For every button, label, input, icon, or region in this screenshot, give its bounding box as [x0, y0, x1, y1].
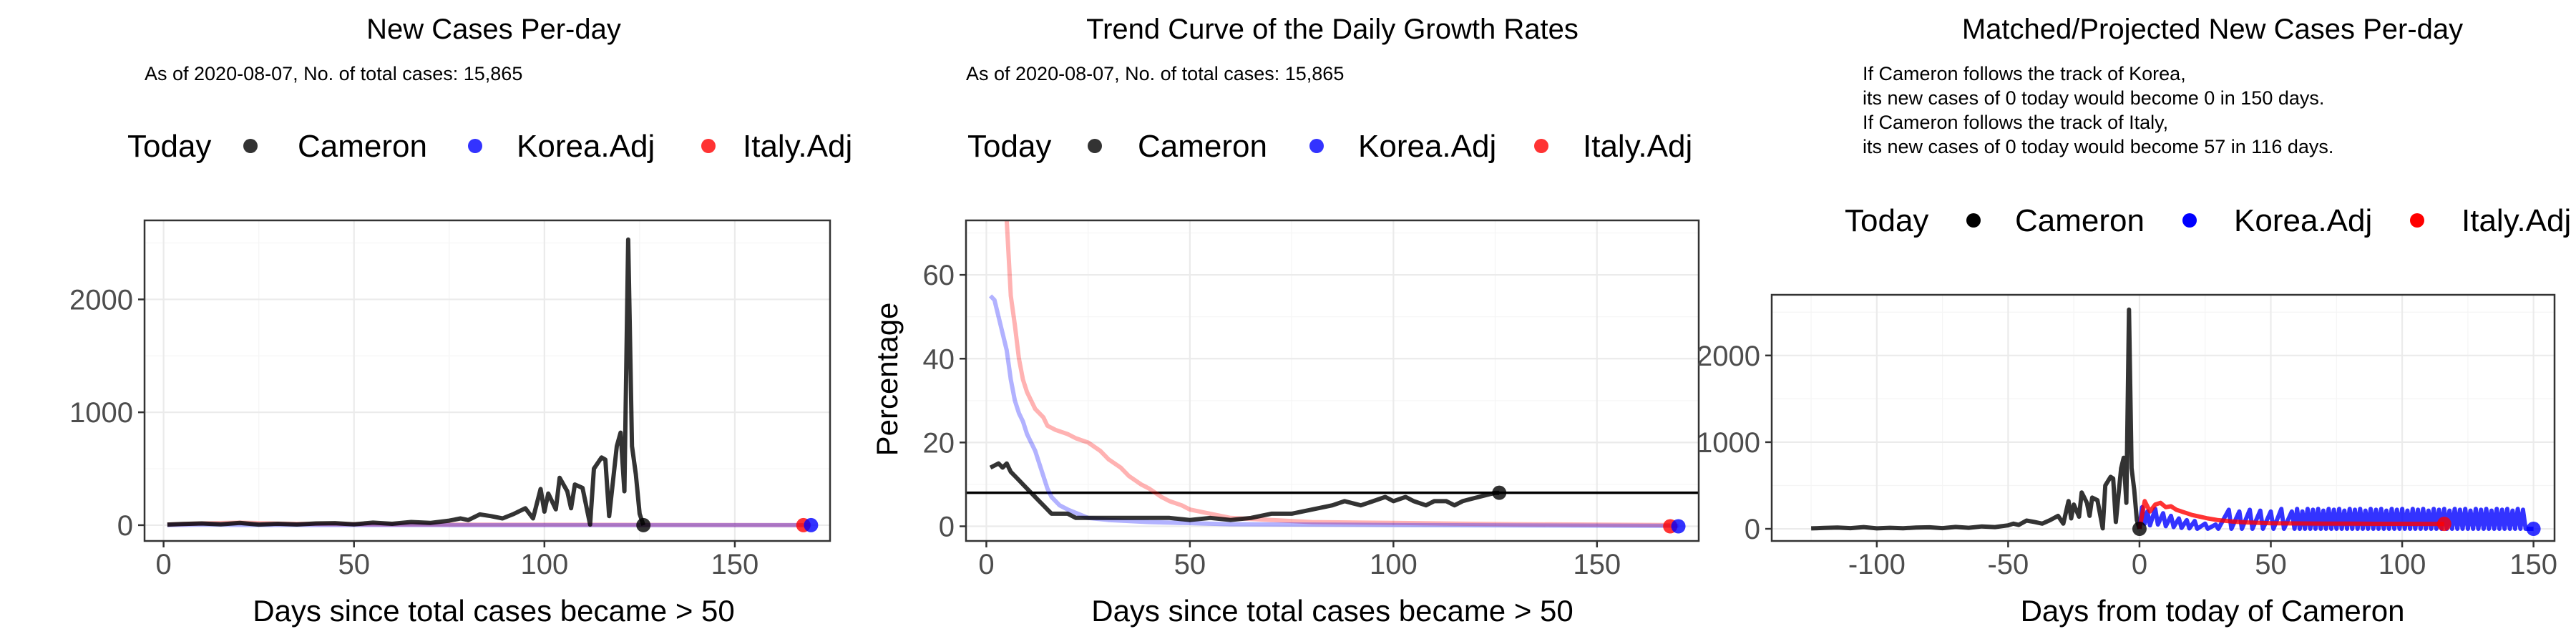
chart-subtitle-line: its new cases of 0 today would become 57…: [1863, 136, 2333, 157]
legend-label: Italy.Adj: [1583, 129, 1692, 164]
x-tick-label: 0: [978, 549, 994, 580]
today-marker-cameron: [636, 517, 651, 532]
x-tick-label: 50: [1174, 549, 1206, 580]
plot-area: 0 50 100 150 0 20 40 60: [923, 219, 1700, 580]
x-tick-label: 50: [2255, 549, 2287, 580]
x-tick-label: 0: [2132, 549, 2147, 580]
legend-label: Italy.Adj: [2462, 203, 2571, 238]
today-marker-cameron: [1492, 485, 1507, 500]
legend: Today Cameron Korea.Adj Italy.Adj: [127, 129, 852, 164]
today-marker-korea-adj: [2526, 522, 2541, 537]
y-tick-label: 2000: [1697, 341, 1760, 372]
legend-swatch: [243, 139, 258, 153]
legend-label: Cameron: [298, 129, 427, 164]
legend-label: Cameron: [2015, 203, 2145, 238]
panel-growth-rates: Trend Curve of the Daily Growth Rates As…: [870, 14, 1700, 628]
today-marker-italy-adj: [2436, 517, 2451, 532]
x-tick-label: -50: [1987, 549, 2029, 580]
series-line-cameron: [1811, 307, 2142, 531]
chart-subtitle-line: its new cases of 0 today would become 0 …: [1863, 87, 2324, 109]
plot-frame: [143, 219, 831, 542]
x-axis-label: Days since total cases became > 50: [1091, 594, 1574, 628]
series-line-cameron: [167, 237, 646, 527]
legend: Today Cameron Korea.Adj Italy.Adj: [967, 129, 1692, 164]
chart-title: Matched/Projected New Cases Per-day: [1962, 14, 2463, 45]
x-tick-label: 0: [155, 549, 171, 580]
chart-subtitle-line: If Cameron follows the track of Italy,: [1863, 112, 2168, 133]
chart-title: Trend Curve of the Daily Growth Rates: [1086, 14, 1579, 45]
x-tick-label: 100: [520, 549, 568, 580]
plot-area: 0 50 100 150 0 1000 2000: [69, 219, 831, 580]
chart-title: New Cases Per-day: [366, 14, 621, 45]
x-tick-label: -100: [1848, 549, 1906, 580]
chart-subtitle-line: If Cameron follows the track of Korea,: [1863, 63, 2186, 84]
legend-swatch: [1534, 139, 1548, 153]
panel-projected: Matched/Projected New Cases Per-day If C…: [1697, 14, 2571, 628]
series-line-cameron: [989, 461, 1500, 522]
x-tick-label: 150: [1573, 549, 1621, 580]
legend-swatch: [2182, 213, 2197, 228]
legend-label: Korea.Adj: [1358, 129, 1496, 164]
y-tick-label: 2000: [69, 284, 133, 316]
legend-label: Korea.Adj: [2234, 203, 2372, 238]
legend-swatch: [1088, 139, 1102, 153]
plot-frame: [965, 219, 1700, 542]
legend-swatch: [1309, 139, 1324, 153]
today-marker-cameron: [2132, 522, 2147, 537]
plot-frame: [1770, 293, 2556, 542]
legend-label: Italy.Adj: [743, 129, 852, 164]
series-line-korea-adj: [988, 294, 1679, 528]
legend-title: Today: [127, 129, 211, 164]
x-axis-label: Days since total cases became > 50: [253, 594, 735, 628]
y-tick-label: 0: [939, 512, 955, 543]
x-tick-label: 150: [711, 549, 759, 580]
chart-subtitle: As of 2020-08-07, No. of total cases: 15…: [966, 63, 1344, 84]
chart-subtitle: As of 2020-08-07, No. of total cases: 15…: [145, 63, 522, 84]
panel-new-cases: New Cases Per-day As of 2020-08-07, No. …: [69, 14, 852, 628]
x-tick-label: 100: [1370, 549, 1418, 580]
today-marker-korea-adj: [1671, 519, 1686, 534]
legend-swatch: [468, 139, 482, 153]
legend-swatch: [2410, 213, 2424, 228]
y-tick-label: 0: [1745, 514, 1760, 545]
legend-swatch: [701, 139, 716, 153]
y-tick-label: 1000: [1697, 427, 1760, 459]
x-axis-label: Days from today of Cameron: [2021, 594, 2405, 628]
legend: Today Cameron Korea.Adj Italy.Adj: [1845, 203, 2571, 238]
y-tick-label: 40: [923, 343, 955, 375]
series-line-italy-adj: [2137, 499, 2444, 530]
legend-swatch: [1966, 213, 1981, 228]
y-tick-label: 60: [923, 260, 955, 291]
y-tick-label: 20: [923, 427, 955, 459]
legend-label: Cameron: [1138, 129, 1267, 164]
y-axis-label: Percentage: [870, 303, 904, 457]
legend-label: Korea.Adj: [517, 129, 655, 164]
y-tick-label: 1000: [69, 397, 133, 429]
plot-area: -100 -50 0 50 100 150 0 1000 2000: [1697, 293, 2557, 580]
x-tick-label: 50: [338, 549, 370, 580]
today-marker-korea-adj: [804, 517, 819, 532]
legend-title: Today: [967, 129, 1051, 164]
y-tick-label: 0: [117, 510, 133, 542]
x-tick-label: 150: [2509, 549, 2557, 580]
x-tick-label: 100: [2379, 549, 2426, 580]
legend-title: Today: [1845, 203, 1928, 238]
